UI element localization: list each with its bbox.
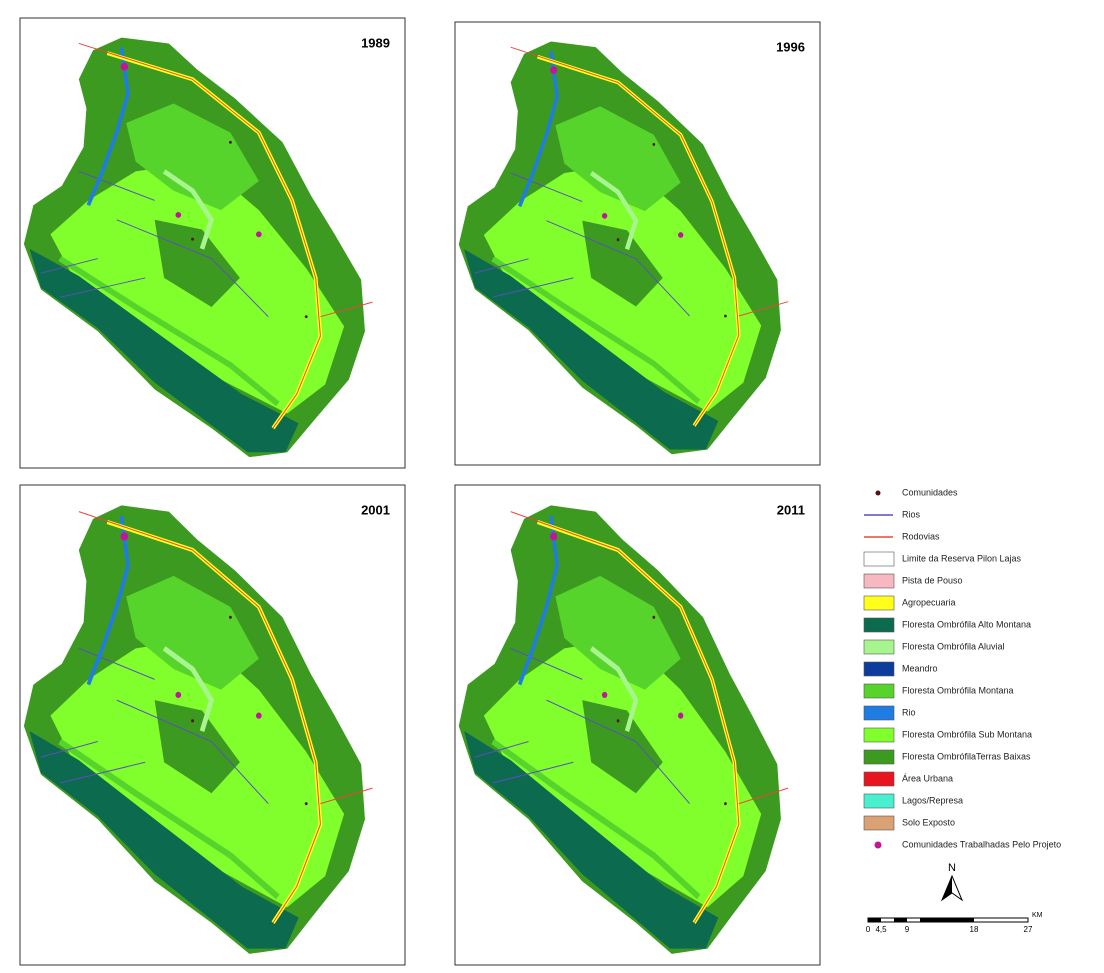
scale-unit: KM bbox=[1032, 912, 1043, 919]
scale-bar: 0 4,5 9 18 27 KM bbox=[866, 912, 1043, 934]
legend-swatch bbox=[864, 574, 894, 588]
legend-label: Área Urbana bbox=[902, 773, 953, 783]
legend-item: Pista de Pouso bbox=[864, 574, 963, 588]
legend-item: Rios bbox=[864, 509, 921, 519]
legend-swatch bbox=[864, 596, 894, 610]
scale-label: 0 bbox=[866, 925, 871, 934]
legend-label: Comunidades Trabalhadas Pelo Projeto bbox=[902, 839, 1061, 849]
scale-label: 4,5 bbox=[875, 925, 887, 934]
legend-item: Floresta Ombrófila Sub Montana bbox=[864, 728, 1032, 742]
map-panel: 2011 bbox=[455, 485, 820, 965]
legend-circle bbox=[875, 842, 882, 849]
legend-swatch bbox=[864, 552, 894, 566]
legend-label: Floresta OmbrófilaTerras Baixas bbox=[902, 751, 1031, 761]
legend-item: Área Urbana bbox=[864, 772, 953, 786]
legend-swatch bbox=[864, 706, 894, 720]
legend-label: Floresta Ombrófila Aluvial bbox=[902, 641, 1005, 651]
map-year: 2011 bbox=[777, 502, 805, 517]
legend-label: Floresta Ombrófila Alto Montana bbox=[902, 619, 1031, 629]
legend-label: Rodovias bbox=[902, 531, 940, 541]
legend-swatch bbox=[864, 794, 894, 808]
legend-label: Agropecuaria bbox=[902, 597, 956, 607]
map-panel: 1989 bbox=[20, 18, 405, 468]
scale-label: 18 bbox=[970, 925, 979, 934]
legend-item: Lagos/Represa bbox=[864, 794, 963, 808]
map-year: 2001 bbox=[361, 502, 390, 517]
map-year: 1989 bbox=[361, 35, 390, 50]
legend-item: Comunidades bbox=[876, 487, 959, 497]
legend-item: Rio bbox=[864, 706, 916, 720]
legend-item: Agropecuaria bbox=[864, 596, 956, 610]
legend-label: Pista de Pouso bbox=[902, 575, 963, 585]
legend-label: Floresta Ombrófila Montana bbox=[902, 685, 1014, 695]
legend-swatch bbox=[864, 684, 894, 698]
body: 1989 1996 2001 2011 Comunidades Rios Rodovias… bbox=[0, 0, 1104, 973]
scale-label: 27 bbox=[1024, 925, 1033, 934]
legend-label: Rio bbox=[902, 707, 916, 717]
map-year: 1996 bbox=[776, 39, 805, 54]
legend-item: Rodovias bbox=[864, 531, 940, 541]
legend-item: Solo Exposto bbox=[864, 816, 955, 830]
legend: Comunidades Rios Rodovias Limite da Reserva… bbox=[864, 487, 1061, 849]
legend-label: Comunidades bbox=[902, 487, 958, 497]
legend-item: Floresta OmbrófilaTerras Baixas bbox=[864, 750, 1031, 764]
legend-label: Meandro bbox=[902, 663, 938, 673]
legend-swatch bbox=[864, 816, 894, 830]
page: {"maps": [{"year": "1989"}, {"year": "19… bbox=[0, 0, 1104, 973]
north-arrow: N bbox=[942, 862, 962, 900]
legend-label: Rios bbox=[902, 509, 921, 519]
legend-swatch bbox=[864, 640, 894, 654]
legend-swatch bbox=[864, 772, 894, 786]
legend-swatch bbox=[864, 618, 894, 632]
legend-item: Floresta Ombrófila Alto Montana bbox=[864, 618, 1031, 632]
figure: 1989 1996 2001 2011 Comunidades Rios Rodovias… bbox=[0, 0, 1104, 968]
north-label: N bbox=[948, 862, 956, 874]
legend-item: Meandro bbox=[864, 662, 938, 676]
legend-item: Floresta Ombrófila Montana bbox=[864, 684, 1014, 698]
panels: 1989 1996 2001 2011 bbox=[20, 18, 820, 965]
legend-item: Limite da Reserva Pilon Lajas bbox=[864, 552, 1022, 566]
legend-item: Floresta Ombrófila Aluvial bbox=[864, 640, 1005, 654]
legend-label: Solo Exposto bbox=[902, 817, 955, 827]
map-panel: 2001 bbox=[20, 485, 405, 965]
scale-label: 9 bbox=[905, 925, 910, 934]
legend-item: Comunidades Trabalhadas Pelo Projeto bbox=[875, 839, 1062, 849]
legend-label: Lagos/Represa bbox=[902, 795, 963, 805]
legend-dot bbox=[876, 491, 881, 496]
map-panel: 1996 bbox=[455, 22, 820, 465]
legend-swatch bbox=[864, 728, 894, 742]
legend-swatch bbox=[864, 662, 894, 676]
legend-swatch bbox=[864, 750, 894, 764]
legend-label: Limite da Reserva Pilon Lajas bbox=[902, 553, 1022, 563]
legend-label: Floresta Ombrófila Sub Montana bbox=[902, 729, 1032, 739]
